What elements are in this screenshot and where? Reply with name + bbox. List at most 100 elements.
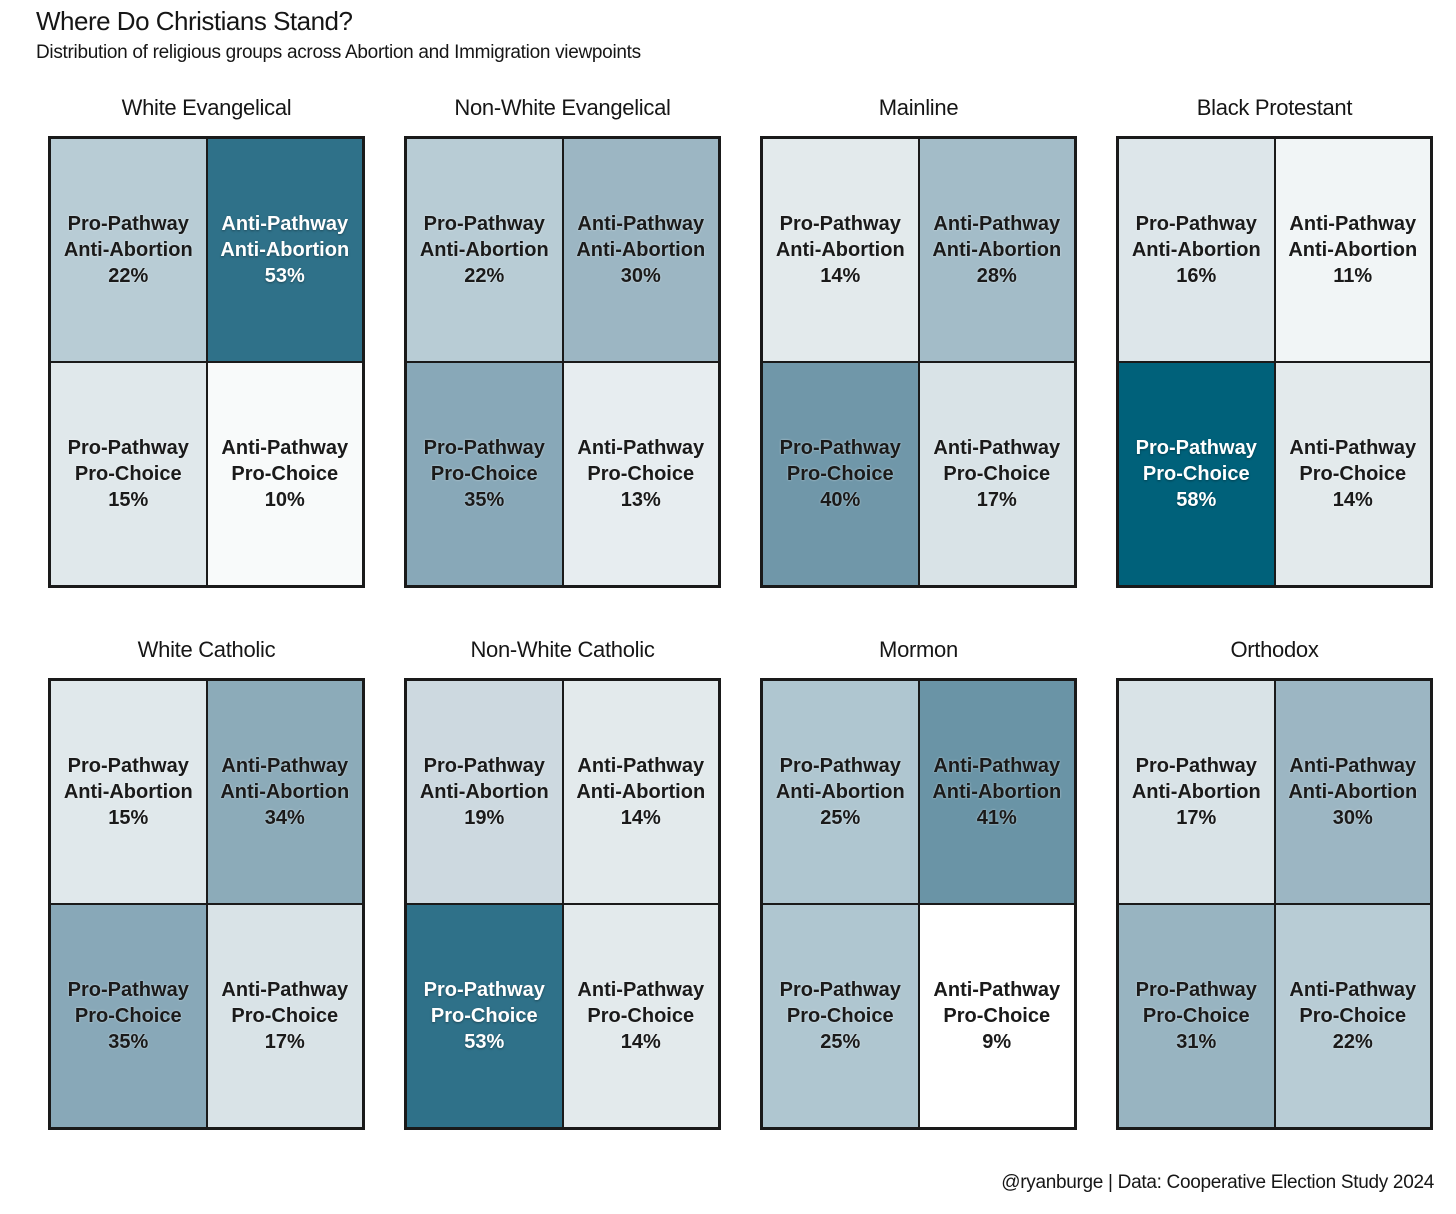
- quadrant-cell-anti-pathway-pro-choice: Anti-Pathway Pro-Choice 10%: [206, 362, 363, 586]
- panel-title: Mainline: [878, 95, 959, 120]
- quadrant-chart: Pro-Pathway Anti-Abortion 25% Anti-Pathw…: [760, 678, 1077, 1130]
- quadrant-cell-pro-pathway-pro-choice: Pro-Pathway Pro-Choice 35%: [406, 362, 563, 586]
- cell-label-line1: Pro-Pathway: [67, 437, 189, 459]
- cell-label-line1: Anti-Pathway: [577, 979, 705, 1001]
- cell-label-line2: Pro-Choice: [786, 463, 894, 485]
- cell-label-line1: Pro-Pathway: [779, 213, 901, 235]
- cell-label-line2: Pro-Choice: [430, 1005, 538, 1027]
- cell-value: 13%: [620, 489, 661, 511]
- quadrant-cell-pro-pathway-pro-choice: Pro-Pathway Pro-Choice 53%: [406, 904, 563, 1128]
- cell-label-line2: Pro-Choice: [1142, 1005, 1250, 1027]
- cell-label-line1: Pro-Pathway: [423, 213, 545, 235]
- cell-value: 16%: [1176, 265, 1217, 287]
- cell-value: 34%: [264, 807, 305, 829]
- panel-orthodox: Orthodox Pro-Pathway Anti-Abortion 17% A…: [1116, 622, 1433, 1130]
- quadrant-chart: Pro-Pathway Anti-Abortion 15% Anti-Pathw…: [48, 678, 365, 1130]
- panel-title: Non-White Evangelical: [454, 95, 671, 120]
- cell-label-line2: Anti-Abortion: [775, 781, 905, 803]
- cell-label-line2: Pro-Choice: [587, 463, 695, 485]
- cell-value: 15%: [108, 807, 149, 829]
- cell-value: 17%: [1176, 807, 1217, 829]
- cell-label-line2: Pro-Choice: [430, 463, 538, 485]
- cell-label-line1: Anti-Pathway: [1289, 755, 1417, 777]
- cell-label-line1: Anti-Pathway: [577, 755, 705, 777]
- cell-label-line1: Pro-Pathway: [1135, 213, 1257, 235]
- cell-value: 14%: [1332, 489, 1373, 511]
- quadrant-cell-pro-pathway-anti-abortion: Pro-Pathway Anti-Abortion 16%: [1118, 138, 1275, 362]
- panel-mormon: Mormon Pro-Pathway Anti-Abortion 25% Ant…: [760, 622, 1077, 1130]
- cell-label-line1: Anti-Pathway: [933, 979, 1061, 1001]
- cell-label-line2: Anti-Abortion: [63, 781, 193, 803]
- quadrant-cell-anti-pathway-pro-choice: Anti-Pathway Pro-Choice 9%: [918, 904, 1075, 1128]
- cell-label-line1: Pro-Pathway: [779, 437, 901, 459]
- quadrant-cell-anti-pathway-pro-choice: Anti-Pathway Pro-Choice 14%: [562, 904, 719, 1128]
- cell-label-line1: Anti-Pathway: [577, 213, 705, 235]
- cell-value: 28%: [976, 265, 1017, 287]
- cell-value: 58%: [1176, 489, 1217, 511]
- cell-label-line2: Anti-Abortion: [220, 239, 350, 261]
- panel-black-protestant: Black Protestant Pro-Pathway Anti-Aborti…: [1116, 80, 1433, 588]
- panel-title: Mormon: [879, 637, 958, 662]
- cell-value: 22%: [108, 265, 149, 287]
- page-title: Where Do Christians Stand?: [36, 6, 353, 36]
- cell-value: 25%: [820, 1031, 861, 1053]
- cell-label-line1: Anti-Pathway: [1289, 213, 1417, 235]
- cell-label-line1: Anti-Pathway: [933, 755, 1061, 777]
- cell-label-line2: Anti-Abortion: [932, 781, 1062, 803]
- cell-value: 22%: [1332, 1031, 1373, 1053]
- panel-title: White Evangelical: [121, 95, 292, 120]
- cell-label-line2: Pro-Choice: [74, 1005, 182, 1027]
- page-subtitle: Distribution of religious groups across …: [36, 42, 641, 63]
- cell-label-line2: Pro-Choice: [231, 1005, 339, 1027]
- quadrant-cell-anti-pathway-anti-abortion: Anti-Pathway Anti-Abortion 11%: [1274, 138, 1431, 362]
- quadrant-cell-anti-pathway-anti-abortion: Anti-Pathway Anti-Abortion 30%: [1274, 680, 1431, 904]
- quadrant-chart: Pro-Pathway Anti-Abortion 17% Anti-Pathw…: [1116, 678, 1433, 1130]
- cell-label-line2: Anti-Abortion: [576, 781, 706, 803]
- cell-label-line1: Pro-Pathway: [779, 755, 901, 777]
- cell-label-line1: Pro-Pathway: [1135, 437, 1257, 459]
- quadrant-cell-anti-pathway-pro-choice: Anti-Pathway Pro-Choice 17%: [206, 904, 363, 1128]
- cell-value: 10%: [264, 489, 305, 511]
- panel-non-white-catholic: Non-White Catholic Pro-Pathway Anti-Abor…: [404, 622, 721, 1130]
- cell-value: 25%: [820, 807, 861, 829]
- quadrant-cell-anti-pathway-pro-choice: Anti-Pathway Pro-Choice 17%: [918, 362, 1075, 586]
- cell-label-line2: Pro-Choice: [587, 1005, 695, 1027]
- cell-value: 14%: [820, 265, 861, 287]
- cell-value: 40%: [820, 489, 861, 511]
- cell-label-line1: Pro-Pathway: [67, 979, 189, 1001]
- attribution: @ryanburge | Data: Cooperative Election …: [1001, 1172, 1434, 1193]
- cell-value: 53%: [464, 1031, 505, 1053]
- cell-label-line1: Pro-Pathway: [423, 437, 545, 459]
- quadrant-cell-anti-pathway-anti-abortion: Anti-Pathway Anti-Abortion 28%: [918, 138, 1075, 362]
- quadrant-cell-pro-pathway-anti-abortion: Pro-Pathway Anti-Abortion 25%: [762, 680, 919, 904]
- cell-label-line1: Anti-Pathway: [221, 213, 349, 235]
- panel-title: Black Protestant: [1196, 95, 1353, 120]
- quadrant-cell-pro-pathway-pro-choice: Pro-Pathway Pro-Choice 35%: [50, 904, 207, 1128]
- cell-value: 30%: [1332, 807, 1373, 829]
- cell-label-line2: Pro-Choice: [943, 463, 1051, 485]
- cell-value: 19%: [464, 807, 505, 829]
- cell-label-line1: Pro-Pathway: [423, 755, 545, 777]
- cell-label-line1: Anti-Pathway: [221, 979, 349, 1001]
- panel-white-evangelical: White Evangelical Pro-Pathway Anti-Abort…: [48, 80, 365, 588]
- quadrant-cell-pro-pathway-anti-abortion: Pro-Pathway Anti-Abortion 22%: [50, 138, 207, 362]
- cell-value: 35%: [464, 489, 505, 511]
- cell-label-line2: Anti-Abortion: [1288, 239, 1418, 261]
- cell-label-line2: Pro-Choice: [1299, 463, 1407, 485]
- quadrant-cell-pro-pathway-anti-abortion: Pro-Pathway Anti-Abortion 14%: [762, 138, 919, 362]
- cell-label-line2: Anti-Abortion: [932, 239, 1062, 261]
- quadrant-cell-anti-pathway-anti-abortion: Anti-Pathway Anti-Abortion 14%: [562, 680, 719, 904]
- cell-label-line2: Pro-Choice: [231, 463, 339, 485]
- cell-value: 30%: [620, 265, 661, 287]
- quadrant-chart: Pro-Pathway Anti-Abortion 16% Anti-Pathw…: [1116, 136, 1433, 588]
- cell-value: 11%: [1333, 265, 1373, 287]
- cell-label-line1: Pro-Pathway: [779, 979, 901, 1001]
- quadrant-cell-pro-pathway-pro-choice: Pro-Pathway Pro-Choice 15%: [50, 362, 207, 586]
- quadrant-cell-anti-pathway-anti-abortion: Anti-Pathway Anti-Abortion 30%: [562, 138, 719, 362]
- cell-value: 22%: [464, 265, 505, 287]
- cell-label-line1: Anti-Pathway: [221, 437, 349, 459]
- panel-white-catholic: White Catholic Pro-Pathway Anti-Abortion…: [48, 622, 365, 1130]
- quadrant-chart: Pro-Pathway Anti-Abortion 22% Anti-Pathw…: [404, 136, 721, 588]
- quadrant-chart: Pro-Pathway Anti-Abortion 14% Anti-Pathw…: [760, 136, 1077, 588]
- cell-label-line2: Pro-Choice: [786, 1005, 894, 1027]
